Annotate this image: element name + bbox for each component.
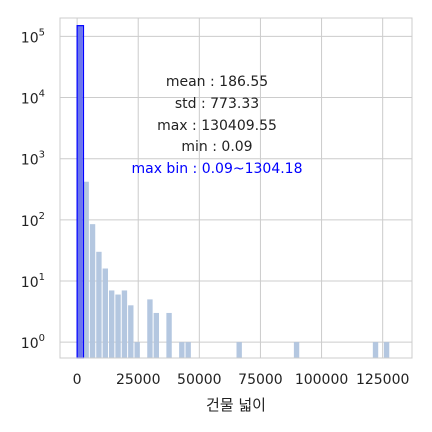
histogram-bar-14 [185, 342, 191, 358]
max-bin-highlight [76, 25, 85, 359]
annotation-line-2: max : 130409.55 [157, 118, 277, 134]
histogram-bar-17 [372, 342, 379, 358]
x-tick-label-3: 75000 [238, 372, 283, 388]
x-tick-label-0: 0 [73, 372, 82, 388]
histogram-bars [77, 25, 390, 358]
histogram-bar-1 [83, 181, 89, 358]
annotation-line-0: mean : 186.55 [166, 74, 268, 90]
histogram-bar-18 [383, 342, 390, 358]
annotation-line-3: min : 0.09 [181, 139, 252, 155]
y-tick-labels: 100 101 102 103 104 105 [21, 27, 45, 352]
annotation-line-4: max bin : 0.09~1304.18 [131, 161, 302, 177]
y-tick-label-1: 101 [21, 272, 45, 291]
histogram-bar-9 [134, 342, 140, 358]
plot-frame [59, 17, 413, 359]
histogram-bar-16 [293, 342, 300, 358]
x-tick-label-1: 25000 [116, 372, 161, 388]
y-tick-label-3: 103 [21, 150, 45, 169]
stats-annotations: mean : 186.55 std : 773.33 max : 130409.55… [131, 74, 302, 177]
y-tick-label-2: 102 [21, 211, 45, 230]
histogram-bar-6 [115, 294, 121, 358]
histogram-bar-13 [179, 342, 185, 358]
histogram-bar-3 [96, 251, 102, 358]
histogram-bar-10 [147, 299, 153, 358]
y-tick-label-0: 100 [21, 333, 45, 352]
histogram-bar-15 [236, 342, 242, 358]
x-tick-label-4: 100000 [295, 372, 348, 388]
histogram-bar-4 [102, 268, 108, 358]
max-bin-bar [76, 25, 85, 359]
histogram-bar-0 [77, 25, 83, 358]
histogram-bar-11 [153, 312, 159, 358]
x-axis-label: 건물 넓이 [206, 396, 266, 414]
histogram-bar-5 [108, 290, 115, 358]
x-tick-label-2: 50000 [177, 372, 222, 388]
histogram-bar-2 [89, 224, 96, 358]
histogram-bar-12 [166, 312, 172, 358]
annotation-line-1: std : 773.33 [175, 96, 259, 112]
x-tick-labels: 0 25000 50000 75000 100000 125000 [73, 372, 410, 388]
histogram-bar-8 [128, 305, 134, 358]
x-tick-label-5: 125000 [356, 372, 409, 388]
y-tick-label-5: 105 [21, 27, 45, 46]
grid [60, 18, 412, 358]
y-tick-label-4: 104 [21, 89, 45, 108]
histogram-bar-7 [121, 290, 128, 358]
